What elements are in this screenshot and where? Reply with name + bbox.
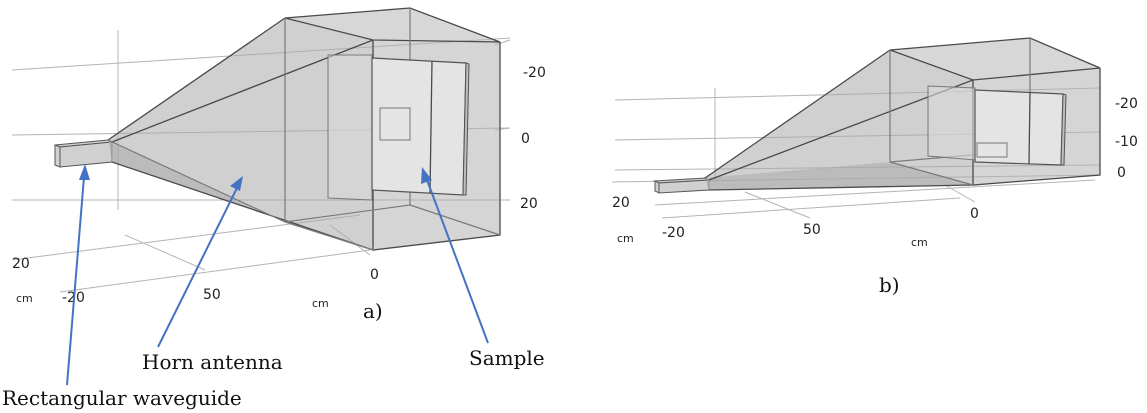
- tick-label-bottom-1: 20: [12, 256, 30, 272]
- tick-label-bottom-4: 0: [970, 206, 979, 222]
- waveguide-arrowhead: [79, 164, 90, 180]
- tick-label-right-1: -20: [523, 65, 546, 81]
- waveguide-b: [653, 177, 711, 194]
- tick-label-bottom-3: 50: [203, 287, 221, 303]
- panel-b: -20 -10 0 20 -20 50 0 cm cm b): [611, 37, 1138, 297]
- label-horn-antenna: Horn antenna: [142, 350, 283, 374]
- waveguide-arrow: [66, 176, 85, 386]
- horn-arrow: [157, 187, 238, 348]
- waveguide-a: [54, 139, 114, 168]
- tick-label-bottom-3: 50: [803, 222, 821, 238]
- annotation-arrows-a: [66, 164, 489, 386]
- horn-antenna-a: [107, 17, 374, 251]
- panel-a: -20 0 20 20 -20 50 0 cm cm a) Rectangula…: [2, 7, 546, 410]
- axis-unit-right: cm: [911, 236, 928, 249]
- panel-b-ticks: -20 -10 0 20 -20 50 0 cm cm b): [612, 96, 1138, 297]
- annotation-labels-a: Rectangular waveguide Horn antenna Sampl…: [2, 346, 545, 410]
- axis-unit-left: cm: [617, 232, 634, 245]
- tick-label-bottom-1: 20: [612, 195, 630, 211]
- label-rectangular-waveguide: Rectangular waveguide: [2, 386, 242, 410]
- sample-b: [927, 85, 1067, 166]
- tick-label-right-2: -10: [1115, 134, 1138, 150]
- axis-unit-left: cm: [16, 292, 33, 305]
- tick-label-right-1: -20: [1115, 96, 1138, 112]
- label-sample: Sample: [469, 346, 545, 370]
- axis-unit-right: cm: [312, 297, 329, 310]
- sample-arrow: [426, 179, 489, 344]
- horn-antenna-b: [704, 49, 974, 191]
- horn-arrowhead: [230, 176, 243, 191]
- sample-a: [327, 54, 470, 201]
- tick-label-right-3: 20: [520, 196, 538, 212]
- tick-label-bottom-4: 0: [370, 267, 379, 283]
- tick-label-bottom-2: -20: [662, 225, 685, 241]
- sample-arrowhead: [421, 167, 432, 184]
- panel-label-a: a): [363, 299, 383, 323]
- panel-label-b: b): [879, 273, 900, 297]
- tick-label-right-3: 0: [1117, 165, 1126, 181]
- tick-label-right-2: 0: [521, 131, 530, 147]
